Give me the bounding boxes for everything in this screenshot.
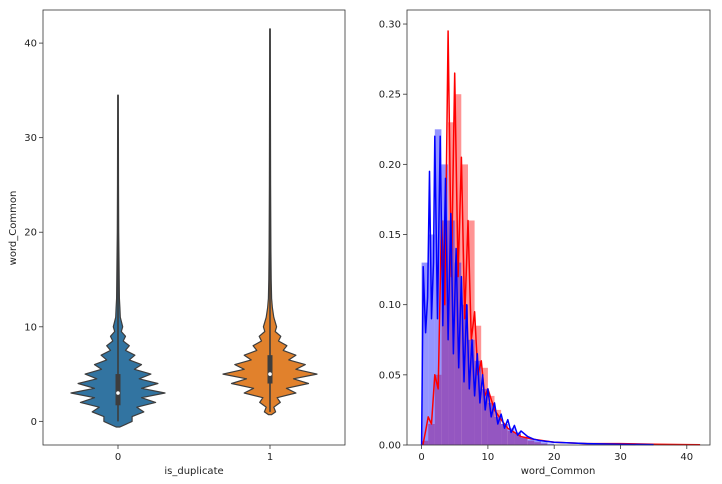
histogram-bar-1-0 bbox=[421, 262, 429, 445]
histogram-axes-frame bbox=[406, 9, 711, 446]
violin-iqr-box-1 bbox=[267, 355, 273, 384]
histogram-bar-1-4 bbox=[448, 220, 455, 445]
histogram-bar-1-17 bbox=[534, 440, 541, 445]
violin-x-tick-label-0: 0 bbox=[115, 452, 121, 463]
histogram-bar-0-17 bbox=[534, 442, 541, 445]
violin-y-ticks: 0 10 20 30 40 bbox=[24, 39, 43, 428]
histogram-x-ticks: 0 10 20 30 40 bbox=[418, 445, 693, 463]
histogram-x-tick-label-3: 30 bbox=[614, 452, 627, 463]
histogram-bar-1-16 bbox=[527, 439, 535, 445]
histogram-bar-1-10 bbox=[487, 402, 495, 445]
histogram-bar-0-13 bbox=[507, 431, 515, 445]
histogram-bar-0-15 bbox=[521, 438, 528, 445]
violin-bodies bbox=[70, 28, 318, 428]
violin-y-tick-label-4: 40 bbox=[24, 39, 37, 50]
violin-x-tick-label-1: 1 bbox=[267, 452, 273, 463]
violin-y-tick-label-3: 30 bbox=[24, 133, 37, 144]
kde-line-1 bbox=[420, 135, 654, 446]
violin-x-label: is_duplicate bbox=[164, 466, 223, 477]
violin-y-tick-label-2: 20 bbox=[24, 228, 37, 239]
histogram-y-tick-label-5: 0.25 bbox=[379, 90, 401, 101]
histogram-bar-0-10 bbox=[487, 395, 495, 445]
histogram-plot: 0.00 0.05 0.10 0.15 0.20 0.25 0.30 0 10 20 30 40 w… bbox=[379, 9, 711, 477]
violin-iqr-box-0 bbox=[115, 374, 121, 406]
histogram-bar-0-14 bbox=[514, 433, 521, 445]
histogram-bar-1-12 bbox=[501, 424, 508, 445]
histogram-y-tick-label-0: 0.00 bbox=[379, 441, 401, 452]
histogram-bar-1-7 bbox=[468, 339, 475, 445]
histogram-bar-0-0 bbox=[421, 440, 429, 445]
histogram-y-tick-label-2: 0.10 bbox=[379, 300, 401, 311]
histogram-bar-0-12 bbox=[501, 424, 508, 445]
histogram-y-tick-label-3: 0.15 bbox=[379, 230, 401, 241]
histogram-y-tick-label-6: 0.30 bbox=[379, 20, 401, 31]
histogram-x-tick-label-4: 40 bbox=[680, 452, 693, 463]
histogram-bar-1-13 bbox=[507, 428, 515, 445]
histogram-bar-1-1 bbox=[428, 234, 435, 445]
histogram-bar-1-14 bbox=[514, 432, 521, 445]
violin-axes-frame bbox=[42, 9, 346, 446]
histogram-bar-0-3 bbox=[441, 220, 449, 445]
histogram-x-label: word_Common bbox=[521, 466, 596, 477]
histogram-y-tick-label-1: 0.05 bbox=[379, 370, 401, 381]
histogram-bar-0-2 bbox=[434, 374, 442, 445]
kde-curves bbox=[420, 30, 701, 446]
histogram-x-tick-label-1: 10 bbox=[482, 452, 495, 463]
violin-y-label: word_Common bbox=[8, 191, 19, 266]
histogram-bar-1-8 bbox=[474, 360, 482, 445]
histogram-y-tick-label-4: 0.20 bbox=[379, 160, 401, 171]
histogram-x-tick-label-0: 0 bbox=[418, 452, 424, 463]
histogram-bar-0-16 bbox=[527, 440, 535, 445]
histogram-bar-1-15 bbox=[521, 436, 528, 445]
histogram-bar-0-1 bbox=[428, 424, 435, 445]
histogram-bar-1-11 bbox=[494, 416, 502, 445]
histogram-bar-0-11 bbox=[494, 409, 502, 445]
histogram-bar-0-8 bbox=[474, 325, 482, 445]
histogram-x-tick-label-2: 20 bbox=[548, 452, 561, 463]
violin-y-tick-label-1: 10 bbox=[24, 322, 37, 333]
histogram-bar-1-18 bbox=[540, 442, 548, 445]
histogram-bar-1-19 bbox=[547, 443, 555, 445]
histogram-y-ticks: 0.00 0.05 0.10 0.15 0.20 0.25 0.30 bbox=[379, 20, 407, 452]
violin-median-0 bbox=[116, 391, 120, 395]
histogram-bar-0-18 bbox=[540, 443, 548, 445]
violin-y-tick-label-0: 0 bbox=[31, 417, 37, 428]
violin-median-1 bbox=[268, 372, 272, 376]
histogram-bar-1-9 bbox=[481, 388, 488, 445]
